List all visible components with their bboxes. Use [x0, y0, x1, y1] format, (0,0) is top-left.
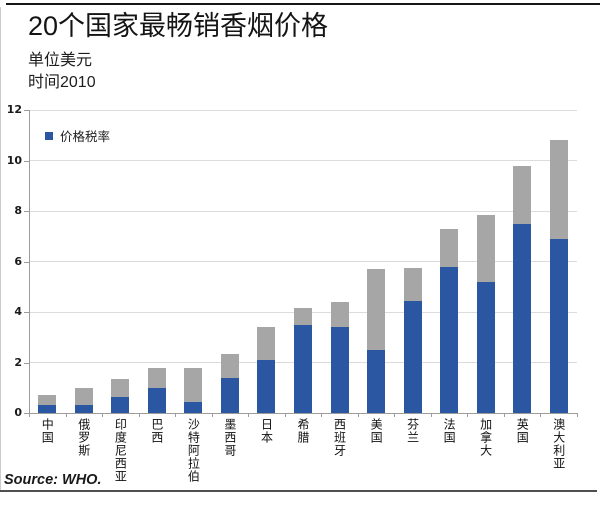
x-axis-category-label: 美国: [369, 418, 384, 444]
y-axis-tick-label: 6: [14, 254, 22, 268]
y-axis-tick-label: 12: [6, 103, 22, 116]
x-axis-line: [28, 413, 578, 414]
bar-price-segment: [184, 367, 203, 402]
x-tick: [430, 413, 432, 417]
x-axis-category-label: 中国: [40, 418, 55, 444]
x-axis-category-label: 墨西哥: [222, 418, 237, 457]
y-axis-tick-label: 2: [14, 355, 22, 369]
bar-tax-segment: [476, 281, 495, 413]
bar-tax-segment: [330, 327, 349, 413]
x-axis-category-label: 澳大利亚: [551, 418, 566, 470]
chart-subtitle-unit: 单位美元: [28, 52, 93, 69]
x-tick: [357, 413, 359, 417]
bar-tax-segment: [513, 223, 532, 413]
y-gridline: [29, 160, 577, 161]
y-axis-tick-label: 4: [14, 305, 22, 318]
y-axis-tick-label: 10: [6, 153, 22, 167]
x-axis-category-label: 芬兰: [405, 418, 420, 444]
x-tick: [467, 413, 469, 417]
x-tick: [577, 413, 578, 417]
legend-label: 价格税率: [60, 130, 111, 144]
x-axis-category-label: 西班牙: [332, 418, 347, 457]
top-rule: [6, 3, 600, 5]
y-gridline: [29, 210, 577, 212]
x-axis-category-label: 加拿大: [478, 418, 493, 457]
x-axis-category-label: 巴西: [149, 418, 164, 444]
bar-price-segment: [549, 140, 568, 239]
bar-tax-segment: [184, 401, 203, 413]
x-axis-category-label: 法国: [442, 418, 457, 444]
y-axis-tick-label: 0: [14, 406, 22, 419]
bar-tax-segment: [294, 324, 312, 413]
y-tick: [24, 261, 29, 263]
x-tick: [540, 413, 542, 417]
x-tick: [211, 413, 213, 417]
bar-tax-segment: [111, 396, 130, 413]
bar-price-segment: [147, 367, 166, 388]
y-axis-line: [29, 110, 30, 417]
bar-tax-segment: [367, 349, 386, 413]
bar-price-segment: [330, 301, 349, 328]
bar-price-segment: [220, 353, 239, 378]
bar-price-segment: [74, 387, 93, 405]
bar-price-segment: [257, 327, 276, 360]
bar-price-segment: [367, 269, 386, 350]
bar-price-segment: [476, 214, 495, 282]
y-tick: [24, 312, 29, 313]
x-tick: [65, 413, 67, 417]
legend-swatch: [45, 131, 53, 140]
x-axis-category-label: 沙特阿拉伯: [186, 418, 201, 483]
x-tick: [102, 413, 104, 417]
x-tick: [394, 413, 396, 417]
y-axis-tick-label: 8: [14, 204, 22, 217]
bar-tax-segment: [74, 404, 93, 413]
bar-price-segment: [111, 378, 130, 397]
y-tick: [24, 362, 29, 364]
y-tick: [24, 413, 29, 414]
bottom-rule: [0, 490, 597, 492]
y-tick: [24, 160, 29, 162]
legend: 价格税率: [45, 126, 110, 145]
x-tick: [29, 413, 30, 417]
x-tick: [175, 413, 177, 417]
bar-tax-segment: [403, 300, 422, 413]
y-tick: [24, 211, 29, 212]
x-tick: [248, 413, 250, 417]
bar-price-segment: [294, 308, 312, 325]
source-note: Source: WHO.: [4, 472, 102, 488]
bar-tax-segment: [549, 238, 568, 413]
left-rule: [0, 7, 1, 491]
bar-tax-segment: [220, 377, 239, 413]
x-axis-category-label: 希腊: [296, 418, 310, 444]
bar-price-segment: [403, 267, 422, 301]
x-axis-category-label: 日本: [259, 418, 274, 444]
x-axis-category-label: 印度尼西亚: [113, 418, 128, 483]
bar-tax-segment: [147, 387, 166, 413]
x-tick: [138, 413, 140, 417]
x-tick: [321, 413, 323, 417]
x-tick: [503, 413, 505, 417]
y-gridline: [29, 261, 577, 262]
chart-subtitle-time: 时间2010: [28, 74, 96, 91]
bar-price-segment: [38, 395, 57, 406]
bar-tax-segment: [38, 405, 57, 413]
y-tick: [24, 110, 29, 111]
y-gridline: [29, 109, 577, 111]
x-axis-category-label: 英国: [515, 418, 530, 444]
bar-tax-segment: [257, 359, 276, 413]
bar-tax-segment: [440, 266, 459, 413]
chart-title: 20个国家最畅销香烟价格: [28, 11, 329, 41]
x-axis-category-label: 俄罗斯: [76, 418, 91, 457]
x-tick: [284, 413, 286, 417]
bar-price-segment: [513, 165, 532, 224]
bar-price-segment: [440, 228, 459, 267]
